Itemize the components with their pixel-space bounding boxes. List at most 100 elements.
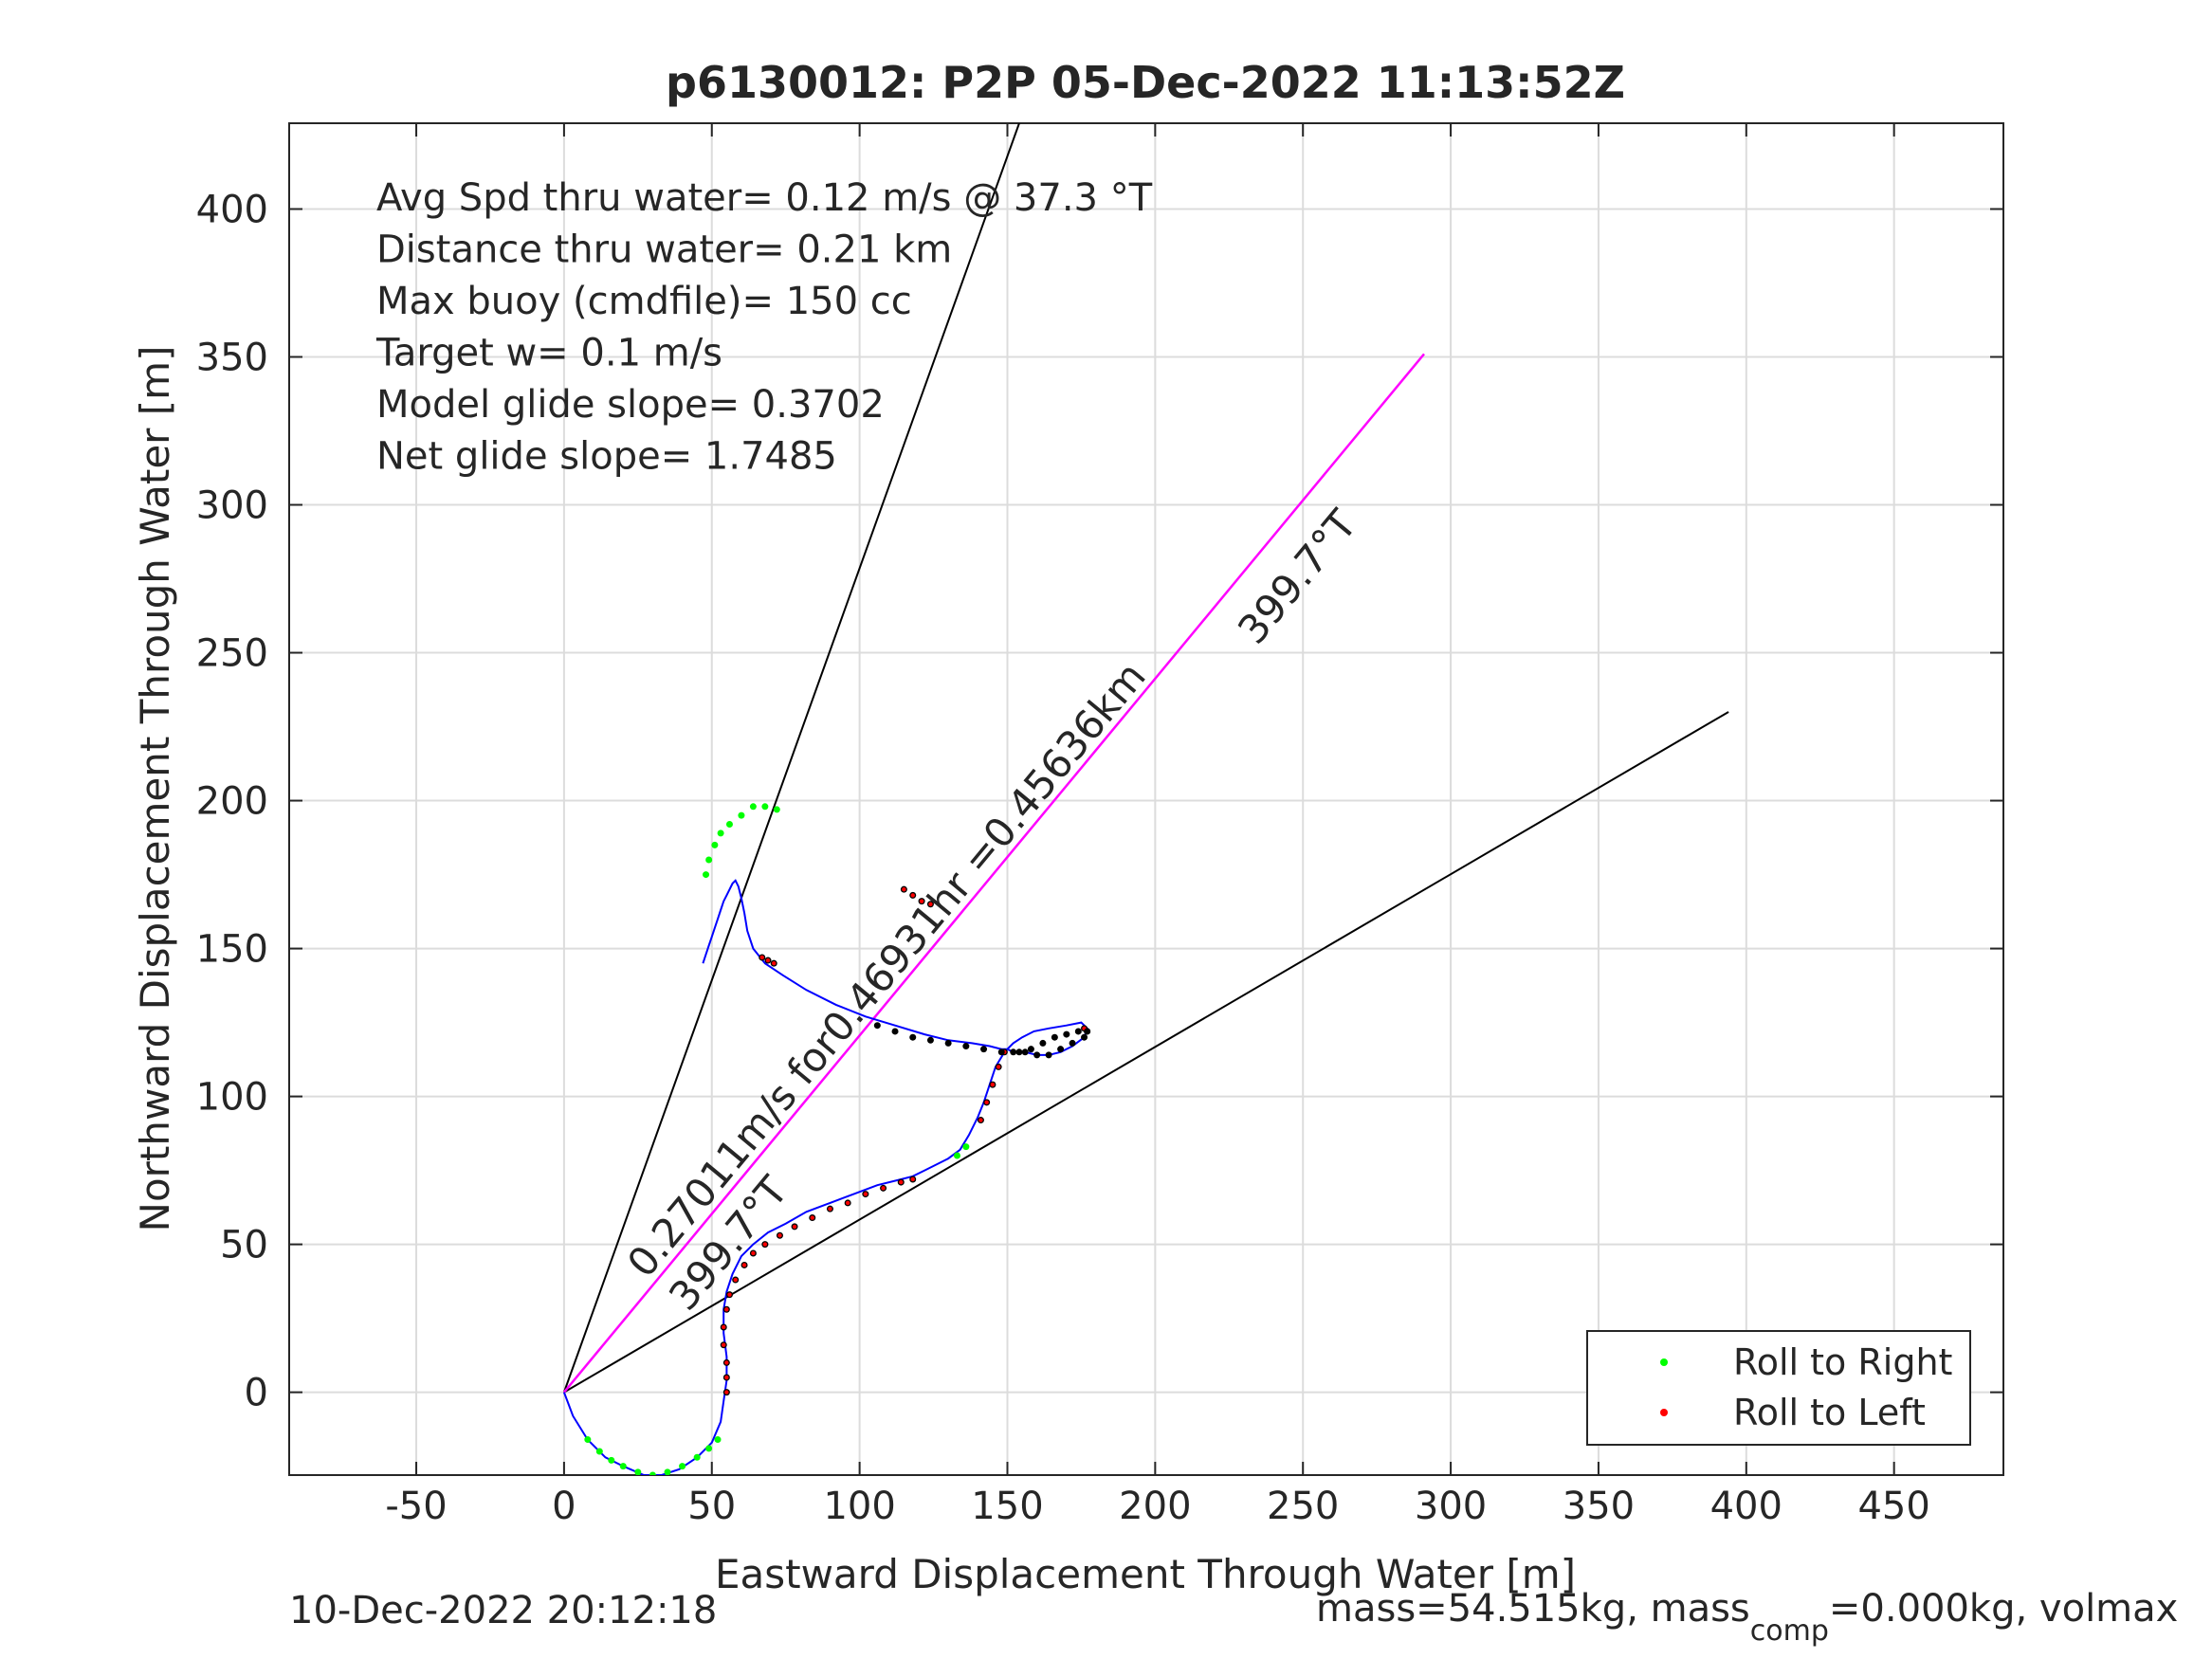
x-tick-label: 250 bbox=[1267, 1485, 1339, 1528]
info-text-block: Avg Spd thru water= 0.12 m/s @ 37.3 °T Di… bbox=[375, 176, 1153, 479]
track-point bbox=[962, 1043, 970, 1050]
legend: Roll to Right Roll to Left bbox=[1586, 1330, 1971, 1446]
track-point bbox=[1074, 1028, 1082, 1035]
roll-left-point bbox=[741, 1263, 747, 1267]
x-tick-label: 50 bbox=[687, 1485, 736, 1528]
roll-left-point bbox=[727, 1292, 732, 1297]
y-tick-label: 300 bbox=[196, 484, 268, 528]
roll-left-point bbox=[724, 1360, 729, 1365]
info-line: Net glide slope= 1.7485 bbox=[376, 435, 837, 479]
roll-right-point bbox=[711, 841, 719, 848]
track-point bbox=[1081, 1033, 1088, 1041]
roll-left-point bbox=[996, 1065, 1001, 1069]
roll-right-point bbox=[953, 1152, 960, 1159]
roll-right-point bbox=[705, 856, 713, 864]
legend-label-roll-left: Roll to Left bbox=[1733, 1392, 1926, 1433]
legend-marker-roll-right bbox=[1660, 1358, 1668, 1366]
roll-left-point bbox=[978, 1118, 983, 1122]
y-axis-label: Northward Displacement Through Water [m] bbox=[132, 346, 178, 1232]
roll-left-point bbox=[810, 1215, 814, 1220]
roll-right-point bbox=[584, 1436, 592, 1444]
roll-left-point bbox=[899, 1179, 904, 1185]
legend-marker-roll-left bbox=[1660, 1409, 1668, 1416]
roll-left-point bbox=[772, 960, 777, 966]
track-point bbox=[1063, 1030, 1070, 1038]
roll-right-point bbox=[717, 830, 724, 837]
track-point bbox=[1027, 1046, 1034, 1053]
glide-cone-line bbox=[562, 123, 1020, 1393]
track-point bbox=[909, 1033, 917, 1041]
y-tick-label: 250 bbox=[196, 632, 268, 676]
track-point bbox=[997, 1048, 1005, 1056]
roll-right-point bbox=[749, 803, 757, 811]
info-line: Avg Spd thru water= 0.12 m/s @ 37.3 °T bbox=[376, 176, 1153, 220]
x-tick-label: 300 bbox=[1415, 1485, 1487, 1528]
roll-right-point bbox=[634, 1468, 642, 1475]
roll-left-point bbox=[722, 1342, 726, 1347]
legend-label-roll-right: Roll to Right bbox=[1733, 1341, 1952, 1383]
x-tick-label: 350 bbox=[1563, 1485, 1635, 1528]
x-tick-label: 150 bbox=[971, 1485, 1043, 1528]
roll-right-point bbox=[761, 803, 769, 811]
info-line: Max buoy (cmdfile)= 150 cc bbox=[376, 280, 912, 323]
roll-right-point bbox=[725, 821, 733, 829]
roll-left-point bbox=[828, 1206, 832, 1212]
roll-left-point bbox=[881, 1186, 886, 1191]
roll-right-point bbox=[738, 811, 745, 819]
mass-subscript: comp bbox=[1750, 1614, 1829, 1648]
track-point bbox=[1033, 1051, 1041, 1059]
info-line: Target w= 0.1 m/s bbox=[375, 332, 722, 375]
track-point bbox=[1010, 1048, 1017, 1056]
roll-right-point bbox=[962, 1143, 970, 1151]
mass-tail: =0.000kg, volmax bbox=[1829, 1587, 2178, 1631]
roll-right-point bbox=[773, 806, 780, 813]
roll-left-point bbox=[759, 955, 764, 960]
roll-right-point bbox=[693, 1453, 701, 1461]
roll-left-point bbox=[990, 1082, 996, 1087]
footer-timestamp: 10-Dec-2022 20:12:18 bbox=[289, 1589, 717, 1632]
roll-right-point bbox=[679, 1463, 686, 1470]
roll-left-point bbox=[984, 1100, 989, 1105]
data-series bbox=[562, 123, 1729, 1475]
grid-lines bbox=[289, 123, 2003, 1475]
roll-left-point bbox=[902, 886, 906, 892]
track-line bbox=[562, 879, 1088, 1475]
glide-cone-line bbox=[563, 711, 1729, 1394]
x-tick-label: 450 bbox=[1857, 1485, 1929, 1528]
roll-right-point bbox=[595, 1448, 603, 1455]
y-tick-label: 50 bbox=[220, 1224, 268, 1267]
roll-left-point bbox=[733, 1277, 738, 1283]
info-line: Distance thru water= 0.21 km bbox=[376, 228, 952, 272]
chart-title: p6130012: P2P 05-Dec-2022 11:13:52Z bbox=[666, 57, 1625, 108]
track-point bbox=[1051, 1033, 1058, 1041]
x-tick-label: 200 bbox=[1119, 1485, 1191, 1528]
track-point bbox=[944, 1039, 952, 1047]
track-point bbox=[1084, 1028, 1091, 1035]
y-tick-label: 100 bbox=[196, 1076, 268, 1120]
track-point bbox=[980, 1046, 988, 1053]
roll-left-point bbox=[845, 1200, 850, 1206]
roll-right-point bbox=[608, 1456, 615, 1464]
roll-left-point bbox=[910, 1176, 915, 1182]
track-point bbox=[1015, 1048, 1023, 1056]
y-tick-label: 0 bbox=[245, 1372, 268, 1415]
roll-left-point bbox=[724, 1375, 729, 1380]
roll-right-point bbox=[705, 1445, 713, 1452]
legend-box bbox=[1586, 1330, 1971, 1446]
axes-box bbox=[288, 122, 2004, 1476]
roll-left-point bbox=[777, 1233, 782, 1238]
roll-right-point bbox=[649, 1471, 656, 1475]
y-tick-label: 400 bbox=[196, 188, 268, 231]
y-tick-label: 200 bbox=[196, 780, 268, 824]
info-line: Model glide slope= 0.3702 bbox=[376, 383, 885, 427]
roll-left-point bbox=[722, 1324, 726, 1330]
series-group bbox=[562, 123, 1729, 1475]
roll-left-point bbox=[919, 899, 924, 903]
x-axis-label: Eastward Displacement Through Water [m] bbox=[715, 1551, 1576, 1597]
x-tick-label: -50 bbox=[385, 1485, 447, 1528]
y-tick-label: 350 bbox=[196, 337, 268, 380]
roll-right-point bbox=[619, 1463, 627, 1470]
roll-right-point bbox=[664, 1468, 671, 1475]
x-tick-label: 100 bbox=[823, 1485, 895, 1528]
